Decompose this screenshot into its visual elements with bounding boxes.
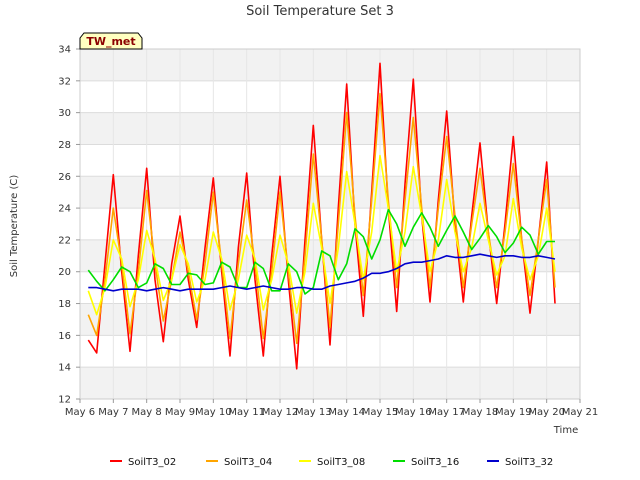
y-tick-label: 12 bbox=[58, 395, 71, 406]
y-tick-label: 28 bbox=[58, 140, 71, 151]
legend: SoilT3_02 SoilT3_04 SoilT3_08 SoilT3_16 Soil… bbox=[110, 457, 553, 468]
station-badge-shape bbox=[79, 32, 143, 50]
station-badge: TW_met bbox=[79, 32, 143, 50]
x-tick-label: May 6 bbox=[65, 407, 95, 418]
background-band bbox=[80, 176, 580, 209]
x-tick-label: May 11 bbox=[228, 407, 265, 418]
background-band bbox=[80, 112, 580, 145]
background-band bbox=[80, 49, 580, 81]
x-tick-label: May 21 bbox=[562, 407, 599, 418]
y-tick-label: 30 bbox=[58, 108, 71, 119]
y-axis-title: Soil Temperature (C) bbox=[9, 175, 20, 278]
y-tick-label: 18 bbox=[58, 299, 71, 310]
legend-label-SoilT3_04: SoilT3_04 bbox=[224, 457, 272, 468]
x-tick-label: May 9 bbox=[165, 407, 195, 418]
background-band bbox=[80, 367, 580, 399]
x-tick-label: May 16 bbox=[395, 407, 432, 418]
series-lines bbox=[87, 62, 556, 370]
axes bbox=[79, 48, 581, 400]
x-tick-label: May 12 bbox=[262, 407, 299, 418]
y-tick-label: 20 bbox=[58, 267, 71, 278]
y-tick-label: 22 bbox=[58, 235, 71, 246]
x-tick-label: May 19 bbox=[495, 407, 532, 418]
y-tick-label: 34 bbox=[58, 45, 71, 56]
chart-title: Soil Temperature Set 3 bbox=[246, 4, 394, 19]
station-badge-label: TW_met bbox=[86, 35, 135, 48]
x-tick-label: May 10 bbox=[195, 407, 232, 418]
legend-label-SoilT3_32: SoilT3_32 bbox=[505, 457, 553, 468]
plot-background bbox=[80, 49, 580, 399]
series-line-SoilT3_08 bbox=[87, 154, 556, 316]
x-tick-label: May 14 bbox=[328, 407, 365, 418]
x-tick-label: May 13 bbox=[295, 407, 332, 418]
legend-label-SoilT3_02: SoilT3_02 bbox=[128, 457, 176, 468]
y-tick-label: 14 bbox=[58, 363, 71, 374]
series-line-SoilT3_04 bbox=[87, 92, 556, 345]
y-tick-label: 24 bbox=[58, 204, 71, 215]
series-line-SoilT3_32 bbox=[88, 253, 556, 292]
y-tick-label: 26 bbox=[58, 172, 71, 183]
x-tick-label: May 7 bbox=[98, 407, 128, 418]
x-tick-label: May 8 bbox=[132, 407, 162, 418]
y-tick-label: 32 bbox=[58, 76, 71, 87]
x-tick-label: May 15 bbox=[362, 407, 399, 418]
y-axis-ticks: 12 14 16 18 20 22 24 26 28 30 32 34 bbox=[58, 45, 80, 406]
x-tick-label: May 17 bbox=[428, 407, 465, 418]
x-tick-label: May 18 bbox=[462, 407, 499, 418]
x-tick-label: May 20 bbox=[528, 407, 565, 418]
series-line-SoilT3_16 bbox=[87, 208, 555, 295]
legend-label-SoilT3_08: SoilT3_08 bbox=[317, 457, 365, 468]
plot-frame bbox=[79, 48, 581, 400]
y-tick-label: 16 bbox=[58, 331, 71, 342]
legend-label-SoilT3_16: SoilT3_16 bbox=[411, 457, 459, 468]
x-axis-title: Time bbox=[553, 425, 578, 436]
